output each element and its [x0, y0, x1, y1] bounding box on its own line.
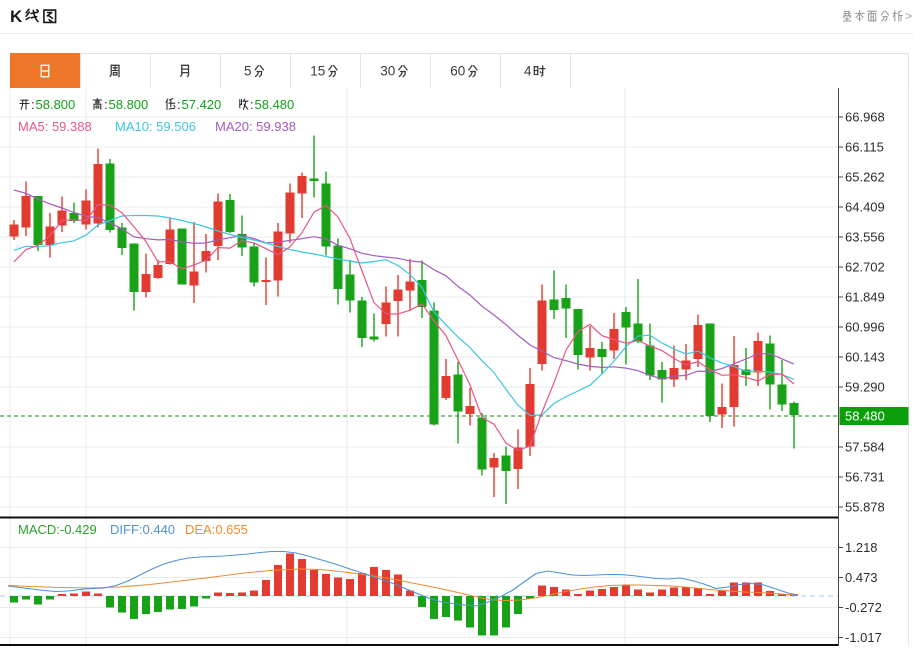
svg-text:62.702: 62.702 [845, 260, 885, 275]
svg-text:DEA:0.655: DEA:0.655 [185, 522, 248, 537]
svg-text::: : [177, 97, 181, 112]
svg-text:57.420: 57.420 [182, 97, 222, 112]
svg-text:MA5: 59.388: MA5: 59.388 [18, 119, 92, 134]
svg-text:58.800: 58.800 [36, 97, 76, 112]
svg-text:DIFF:0.440: DIFF:0.440 [110, 522, 175, 537]
svg-text:60: 60 [450, 64, 465, 79]
svg-text:0.473: 0.473 [845, 570, 878, 585]
svg-text:60.143: 60.143 [845, 350, 885, 365]
svg-text:66.968: 66.968 [845, 110, 885, 125]
svg-text:55.878: 55.878 [845, 500, 885, 515]
svg-text:65.262: 65.262 [845, 170, 885, 185]
svg-text:>: > [905, 9, 912, 23]
svg-text::: : [31, 97, 35, 112]
svg-text:K: K [10, 7, 23, 26]
svg-text:1.218: 1.218 [845, 540, 878, 555]
svg-text:63.556: 63.556 [845, 230, 885, 245]
svg-text:MA20: 59.938: MA20: 59.938 [215, 119, 296, 134]
svg-text:57.584: 57.584 [845, 440, 885, 455]
svg-text:66.115: 66.115 [845, 140, 884, 155]
svg-text::: : [104, 97, 108, 112]
svg-text:56.731: 56.731 [845, 470, 885, 485]
svg-text:MACD:-0.429: MACD:-0.429 [18, 522, 97, 537]
svg-text:58.480: 58.480 [845, 409, 885, 424]
svg-text:61.849: 61.849 [845, 290, 885, 305]
svg-text:58.480: 58.480 [255, 97, 295, 112]
svg-text:15: 15 [310, 64, 325, 79]
svg-text:59.290: 59.290 [845, 380, 885, 395]
svg-text:4: 4 [524, 64, 532, 79]
svg-text:5: 5 [244, 64, 252, 79]
svg-text:60.996: 60.996 [845, 320, 885, 335]
svg-text::: : [250, 97, 254, 112]
svg-text:-0.272: -0.272 [845, 600, 882, 615]
svg-text:MA10: 59.506: MA10: 59.506 [115, 119, 196, 134]
svg-text:58.800: 58.800 [109, 97, 149, 112]
svg-text:30: 30 [380, 64, 395, 79]
svg-text:-1.017: -1.017 [845, 630, 882, 645]
svg-text:64.409: 64.409 [845, 200, 885, 215]
